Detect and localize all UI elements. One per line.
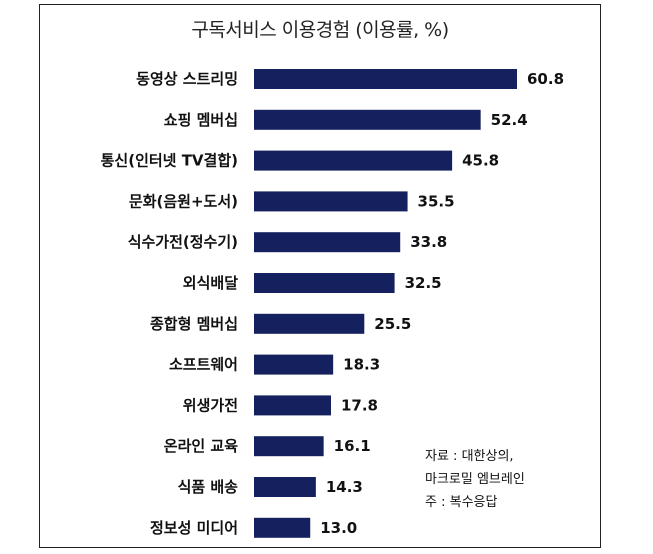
bar xyxy=(254,150,453,171)
category-label: 문화(음원+도서) xyxy=(129,192,238,210)
category-label: 온라인 교육 xyxy=(164,437,238,455)
source-line: 주 : 복수응답 xyxy=(425,495,498,510)
value-label: 52.4 xyxy=(491,111,528,129)
chart-title: 구독서비스 이용경험 (이용률, %) xyxy=(191,19,449,41)
source-line: 자료 : 대한상의, xyxy=(425,449,514,464)
value-label: 33.8 xyxy=(410,233,447,251)
bar xyxy=(254,354,334,375)
value-label: 25.5 xyxy=(374,315,411,333)
bar-chart: 동영상 스트리밍 60.8 쇼핑 멤버십 52.4 통신(인터넷 TV결합) 45.8 문화… xyxy=(101,69,564,538)
bar xyxy=(254,395,331,416)
bar xyxy=(254,477,316,497)
source-line: 마크로밀 엠브레인 xyxy=(425,472,525,487)
category-label: 종합형 멤버십 xyxy=(150,315,238,333)
category-label: 소프트웨어 xyxy=(169,356,238,374)
bar xyxy=(254,313,365,334)
category-label: 동영상 스트리밍 xyxy=(136,70,238,88)
value-label: 16.1 xyxy=(334,437,371,455)
value-label: 35.5 xyxy=(418,192,455,210)
category-label: 정보성 미디어 xyxy=(150,519,238,537)
value-label: 60.8 xyxy=(527,70,564,88)
category-label: 외식배달 xyxy=(183,274,238,292)
category-label: 식품 배송 xyxy=(178,478,239,496)
bar xyxy=(254,69,517,89)
bar xyxy=(254,436,324,457)
category-label: 통신(인터넷 TV결합) xyxy=(101,152,238,170)
value-label: 13.0 xyxy=(320,519,357,537)
source-note: 자료 : 대한상의, 마크로밀 엠브레인 주 : 복수응답 xyxy=(425,445,525,514)
category-label: 쇼핑 멤버십 xyxy=(164,111,238,129)
value-label: 45.8 xyxy=(462,152,499,170)
category-label: 식수가전(정수기) xyxy=(128,233,238,251)
value-label: 32.5 xyxy=(405,274,442,292)
value-label: 17.8 xyxy=(341,396,378,414)
bar xyxy=(254,191,408,212)
chart-frame: 구독서비스 이용경험 (이용률, %) 동영상 스트리밍 60.8 쇼핑 멤버십 52… xyxy=(39,4,601,548)
bar xyxy=(254,517,311,538)
bar xyxy=(254,109,481,130)
bar xyxy=(254,232,401,253)
bar xyxy=(254,273,395,293)
value-label: 14.3 xyxy=(326,478,363,496)
value-label: 18.3 xyxy=(343,356,380,374)
category-label: 위생가전 xyxy=(183,396,238,414)
